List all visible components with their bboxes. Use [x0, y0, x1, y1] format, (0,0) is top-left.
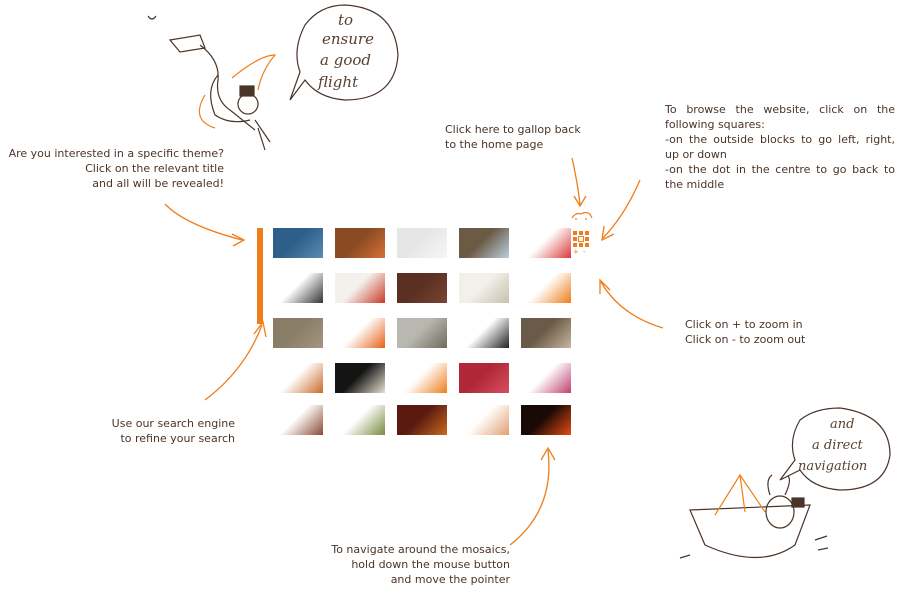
home-annotation-line: Click here to gallop back: [445, 123, 581, 136]
theme-annotation: Are you interested in a specific theme? …: [0, 146, 224, 191]
nav-corner-block[interactable]: [585, 231, 589, 235]
feathers-thumb[interactable]: [521, 363, 571, 393]
blue-fabric-thumb[interactable]: [273, 228, 323, 258]
pattern-dots-thumb[interactable]: [273, 273, 323, 303]
navigate-annotation: To navigate around the mosaics, hold dow…: [300, 542, 510, 587]
scissors-crafts-thumb[interactable]: [521, 228, 571, 258]
guide-arrows: [164, 157, 664, 546]
flight-speech-bubble: [289, 4, 399, 101]
navigation-control: + -: [573, 231, 593, 259]
red-mosaic-thumb[interactable]: [459, 363, 509, 393]
navigate-annotation-line: and move the pointer: [390, 573, 510, 586]
nav-corner-block[interactable]: [573, 243, 577, 247]
browse-annotation-line: To browse the website, click on the: [665, 103, 895, 116]
browse-annotation-line: -on the dot in the centre to go back to: [665, 163, 895, 176]
zoom-annotation-line: Click on + to zoom in: [685, 318, 803, 331]
zoom-annotation-line: Click on - to zoom out: [685, 333, 806, 346]
pencil-sketch-thumb[interactable]: [459, 273, 509, 303]
navigation-bubble-line-1: and: [830, 417, 854, 432]
navigation-bubble-line-2: a direct: [812, 438, 864, 453]
search-annotation: Use our search engine to refine your sea…: [60, 416, 235, 446]
navigation-speech-bubble: [779, 407, 891, 491]
browse-annotation: To browse the website, click on the foll…: [665, 102, 895, 192]
flight-bubble-line-4: flight: [317, 73, 359, 91]
browse-annotation-line: following squares:: [665, 118, 765, 131]
linen-fabric-thumb[interactable]: [273, 318, 323, 348]
bottles-thumb[interactable]: [335, 405, 385, 435]
orange-bag-thumb[interactable]: [335, 318, 385, 348]
small-ornament-thumb[interactable]: [459, 405, 509, 435]
boat-character-illustration: [679, 473, 829, 559]
shoes-row-thumb[interactable]: [273, 363, 323, 393]
nav-left-block[interactable]: [573, 237, 577, 241]
theme-annotation-line: Are you interested in a specific theme?: [8, 147, 224, 160]
search-annotation-line: Use our search engine: [111, 417, 235, 430]
flight-bubble-line-2: ensure: [322, 30, 374, 48]
flight-bubble-line-1: to: [338, 11, 353, 29]
home-annotation-line: to the home page: [445, 138, 544, 151]
navigation-bubble-line-3: navigation: [798, 459, 867, 474]
zoom-in-button[interactable]: +: [573, 248, 579, 256]
winter-forest-thumb[interactable]: [397, 318, 447, 348]
browse-annotation-line: up or down: [665, 148, 727, 161]
nav-corner-block[interactable]: [573, 231, 577, 235]
home-annotation: Click here to gallop back to the home pa…: [445, 122, 615, 152]
orange-circle-thumb[interactable]: [397, 363, 447, 393]
orange-window-thumb[interactable]: [521, 405, 571, 435]
home-horse-icon[interactable]: [570, 209, 594, 221]
nav-down-block[interactable]: [579, 243, 583, 247]
orange-leather-thumb[interactable]: [335, 228, 385, 258]
search-engine-tab[interactable]: [257, 228, 263, 324]
theme-annotation-line: and all will be revealed!: [92, 177, 224, 190]
nav-corner-block[interactable]: [585, 243, 589, 247]
flying-character-illustration: [147, 15, 277, 151]
browse-annotation-line: the middle: [665, 178, 725, 191]
apple-thumb[interactable]: [335, 273, 385, 303]
nav-up-block[interactable]: [579, 231, 583, 235]
nav-center-dot[interactable]: [578, 236, 584, 242]
zoom-out-button[interactable]: -: [583, 248, 586, 256]
black-figure-thumb[interactable]: [335, 363, 385, 393]
navigate-annotation-line: To navigate around the mosaics,: [331, 543, 510, 556]
sketch-drawing-thumb[interactable]: [397, 228, 447, 258]
red-interior-thumb[interactable]: [397, 405, 447, 435]
navigate-annotation-line: hold down the mouse button: [351, 558, 510, 571]
craftsman-thumb[interactable]: [521, 318, 571, 348]
saddle-thumb[interactable]: [273, 405, 323, 435]
orange-splash-thumb[interactable]: [521, 273, 571, 303]
zoom-annotation: Click on + to zoom in Click on - to zoom…: [685, 317, 845, 347]
flight-bubble-line-3: a good: [320, 51, 371, 69]
mandala-thumb[interactable]: [459, 318, 509, 348]
search-annotation-line: to refine your search: [120, 432, 235, 445]
framed-painting-thumb[interactable]: [459, 228, 509, 258]
brown-box-thumb[interactable]: [397, 273, 447, 303]
nav-right-block[interactable]: [585, 237, 589, 241]
browse-annotation-line: -on the outside blocks to go left, right…: [665, 133, 895, 146]
theme-annotation-line: Click on the relevant title: [85, 162, 224, 175]
